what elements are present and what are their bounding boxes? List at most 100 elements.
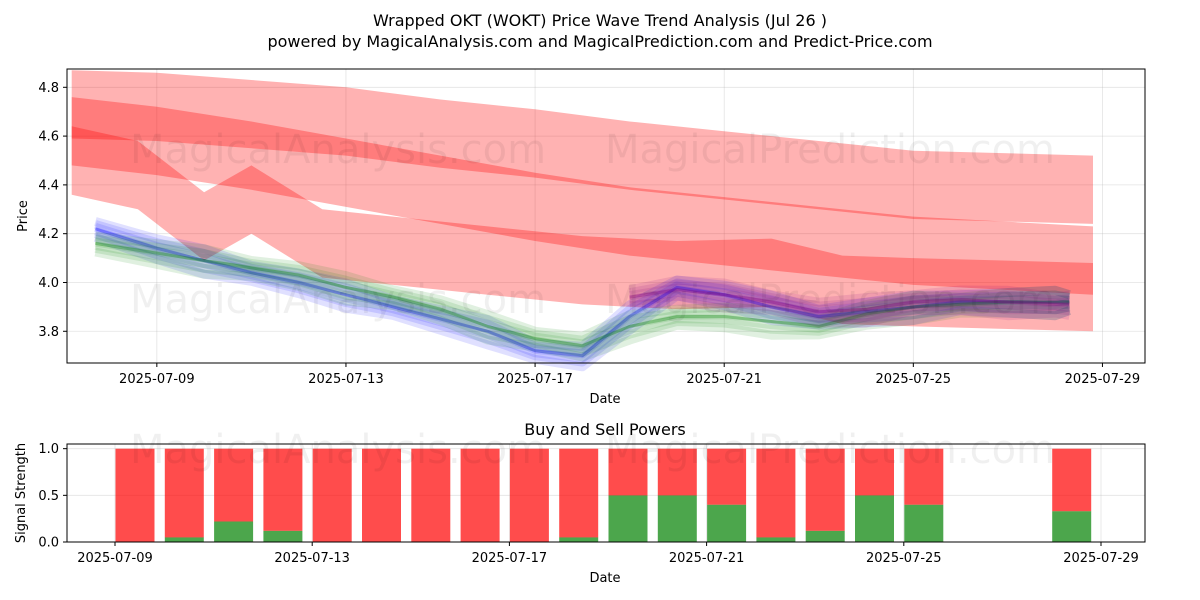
sell-bar: [707, 448, 747, 505]
power-y-ticks: 0.0 0.5 1.0: [38, 442, 67, 551]
price-wave-lines: [93, 217, 1071, 372]
buy-bar: [1052, 511, 1092, 542]
sell-bar: [312, 448, 352, 542]
price-y-tick-label: 4.6: [38, 130, 59, 145]
chart-title-line2: powered by MagicalAnalysis.com and Magic…: [267, 32, 932, 51]
price-y-tick-label: 4.4: [38, 178, 59, 193]
wave-line-green-4: [94, 234, 1071, 345]
sell-bar: [608, 448, 648, 496]
price-x-ticks: 2025-07-09 2025-07-13 2025-07-17 2025-07-21…: [119, 363, 1140, 387]
watermark-prediction-bottom: MagicalPrediction.com: [605, 427, 1055, 473]
buy-bar: [214, 521, 254, 542]
sell-bar: [214, 448, 254, 522]
price-y-tick-label: 4.2: [38, 227, 59, 242]
watermark-analysis-top: MagicalAnalysis.com: [130, 127, 546, 173]
power-y-tick-label: 0.5: [38, 489, 59, 504]
buy-bar: [805, 530, 845, 542]
buy-bar: [707, 504, 747, 542]
sell-bar: [115, 448, 155, 542]
sell-bar: [756, 448, 796, 538]
sell-bar: [263, 448, 303, 531]
buy-bar: [164, 537, 204, 542]
buy-bar: [657, 495, 697, 542]
watermark-analysis-mid: MagicalAnalysis.com: [130, 277, 546, 323]
sell-bar: [559, 448, 599, 538]
watermark-prediction-mid: MagicalPrediction.com: [605, 277, 1055, 323]
price-band-2: [71, 97, 1093, 295]
power-x-tick-label: 2025-07-17: [472, 551, 548, 566]
wave-line-purple-5: [628, 275, 1071, 307]
price-x-tick-label: 2025-07-13: [308, 372, 384, 387]
buy-bar: [559, 537, 599, 542]
wave-line-green: [95, 241, 1070, 348]
sell-bar: [657, 448, 697, 496]
sell-bar: [855, 448, 894, 496]
price-grid: [67, 69, 1145, 363]
wave-line-green-3: [94, 237, 1070, 349]
buy-bar: [904, 504, 944, 542]
chart-title-line1: Wrapped OKT (WOKT) Price Wave Trend Anal…: [373, 11, 827, 30]
power-x-tick-label: 2025-07-09: [77, 551, 153, 566]
wave-line-blue-2: [93, 226, 1070, 363]
price-y-tick-label: 4.0: [38, 276, 59, 291]
wave-line-green-5: [94, 231, 1071, 341]
price-x-tick-label: 2025-07-25: [876, 372, 952, 387]
sell-bar: [164, 448, 204, 538]
price-y-tick-label: 3.8: [38, 325, 59, 340]
wave-line-blue: [94, 227, 1070, 358]
wave-line-purple: [629, 288, 1070, 314]
wave-line-blue-0: [93, 233, 1071, 372]
power-bars: [115, 448, 1092, 542]
price-x-tick-label: 2025-07-21: [686, 372, 762, 387]
wave-line-blue-5: [94, 217, 1071, 351]
buy-bar: [855, 495, 894, 542]
price-band-0: [71, 70, 1093, 224]
watermark-prediction-top: MagicalPrediction.com: [605, 127, 1055, 173]
price-y-tick-label: 4.8: [38, 81, 59, 96]
power-y-label: Signal Strength: [14, 443, 29, 543]
wave-line-blue-3: [94, 223, 1070, 359]
buy-bar: [756, 537, 796, 542]
power-x-tick-label: 2025-07-21: [669, 551, 745, 566]
watermark-analysis-bottom: MagicalAnalysis.com: [130, 427, 546, 473]
wave-line-blue-1: [93, 229, 1071, 367]
price-band-1: [71, 126, 1093, 332]
power-plot-frame: [66, 443, 1146, 543]
power-x-label: Date: [589, 571, 620, 586]
wave-line-green-0: [94, 247, 1071, 362]
wave-line-purple-1: [629, 291, 1070, 323]
buy-bar: [263, 530, 303, 542]
price-x-tick-label: 2025-07-09: [119, 372, 195, 387]
wave-line-purple-4: [628, 279, 1070, 311]
wave-line-purple-3: [628, 283, 1070, 315]
price-y-ticks: 3.8 4.0 4.2 4.4 4.6 4.8: [38, 81, 67, 340]
power-chart-title: Buy and Sell Powers: [524, 420, 686, 439]
power-x-tick-label: 2025-07-13: [274, 551, 350, 566]
price-x-label: Date: [589, 392, 620, 407]
price-plot-frame: [66, 68, 1146, 364]
sell-bar: [509, 448, 549, 542]
sell-bar: [460, 448, 500, 542]
sell-bar: [1052, 448, 1092, 512]
buy-bar: [608, 495, 648, 542]
power-y-tick-label: 1.0: [38, 442, 59, 457]
wave-line-purple-0: [629, 296, 1071, 328]
power-x-tick-label: 2025-07-29: [1063, 551, 1139, 566]
wave-line-blue-4: [94, 220, 1071, 355]
wave-line-green-1: [94, 243, 1071, 357]
power-x-tick-label: 2025-07-25: [866, 551, 942, 566]
sell-bar: [805, 448, 845, 531]
wave-line-green-2: [94, 240, 1070, 353]
sell-bar: [904, 448, 944, 505]
price-x-tick-label: 2025-07-29: [1065, 372, 1141, 387]
power-x-ticks: 2025-07-09 2025-07-13 2025-07-17 2025-07-21…: [77, 542, 1139, 566]
price-bands: [71, 70, 1093, 332]
wave-line-purple-2: [628, 287, 1070, 319]
sell-bar: [362, 448, 401, 542]
price-x-tick-label: 2025-07-17: [497, 372, 573, 387]
price-y-label: Price: [16, 200, 31, 232]
sell-bar: [411, 448, 451, 542]
power-y-tick-label: 0.0: [38, 536, 59, 551]
